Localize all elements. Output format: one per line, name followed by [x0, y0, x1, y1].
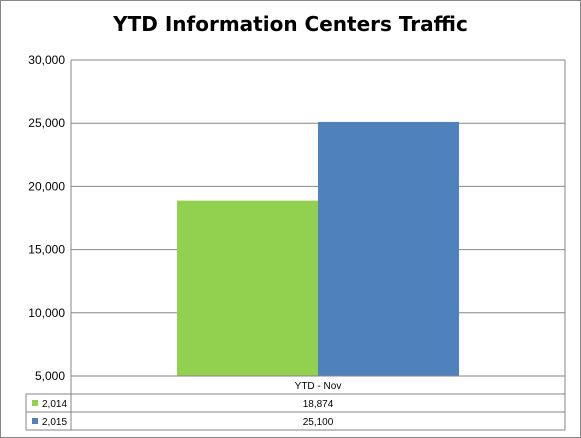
legend-key-1: [32, 400, 38, 406]
data-table: YTD - Nov 2,014 18,874 2,015 25,100: [25, 375, 566, 431]
data-label-1: 18,874: [303, 399, 334, 410]
y-tick-label: 25,000: [28, 116, 65, 130]
category-label: YTD - Nov: [295, 381, 342, 392]
y-tick-label: 5,000: [35, 369, 65, 383]
y-tick-label: 10,000: [28, 306, 65, 320]
bars: [177, 121, 459, 376]
y-tick-label: 15,000: [28, 243, 65, 257]
chart-title: YTD Information Centers Traffic: [113, 12, 468, 36]
legend-label-1: 2,014: [42, 399, 67, 410]
y-axis: 5,000 10,000 15,000 20,000 25,000 30,000: [28, 53, 566, 383]
bar-2: [318, 121, 459, 376]
data-label-2: 25,100: [303, 417, 334, 428]
legend-label-2: 2,015: [42, 417, 67, 428]
bar-1: [177, 200, 318, 376]
legend-key-2: [32, 418, 38, 424]
y-tick-label: 20,000: [28, 179, 65, 193]
y-tick-label: 30,000: [28, 53, 65, 67]
